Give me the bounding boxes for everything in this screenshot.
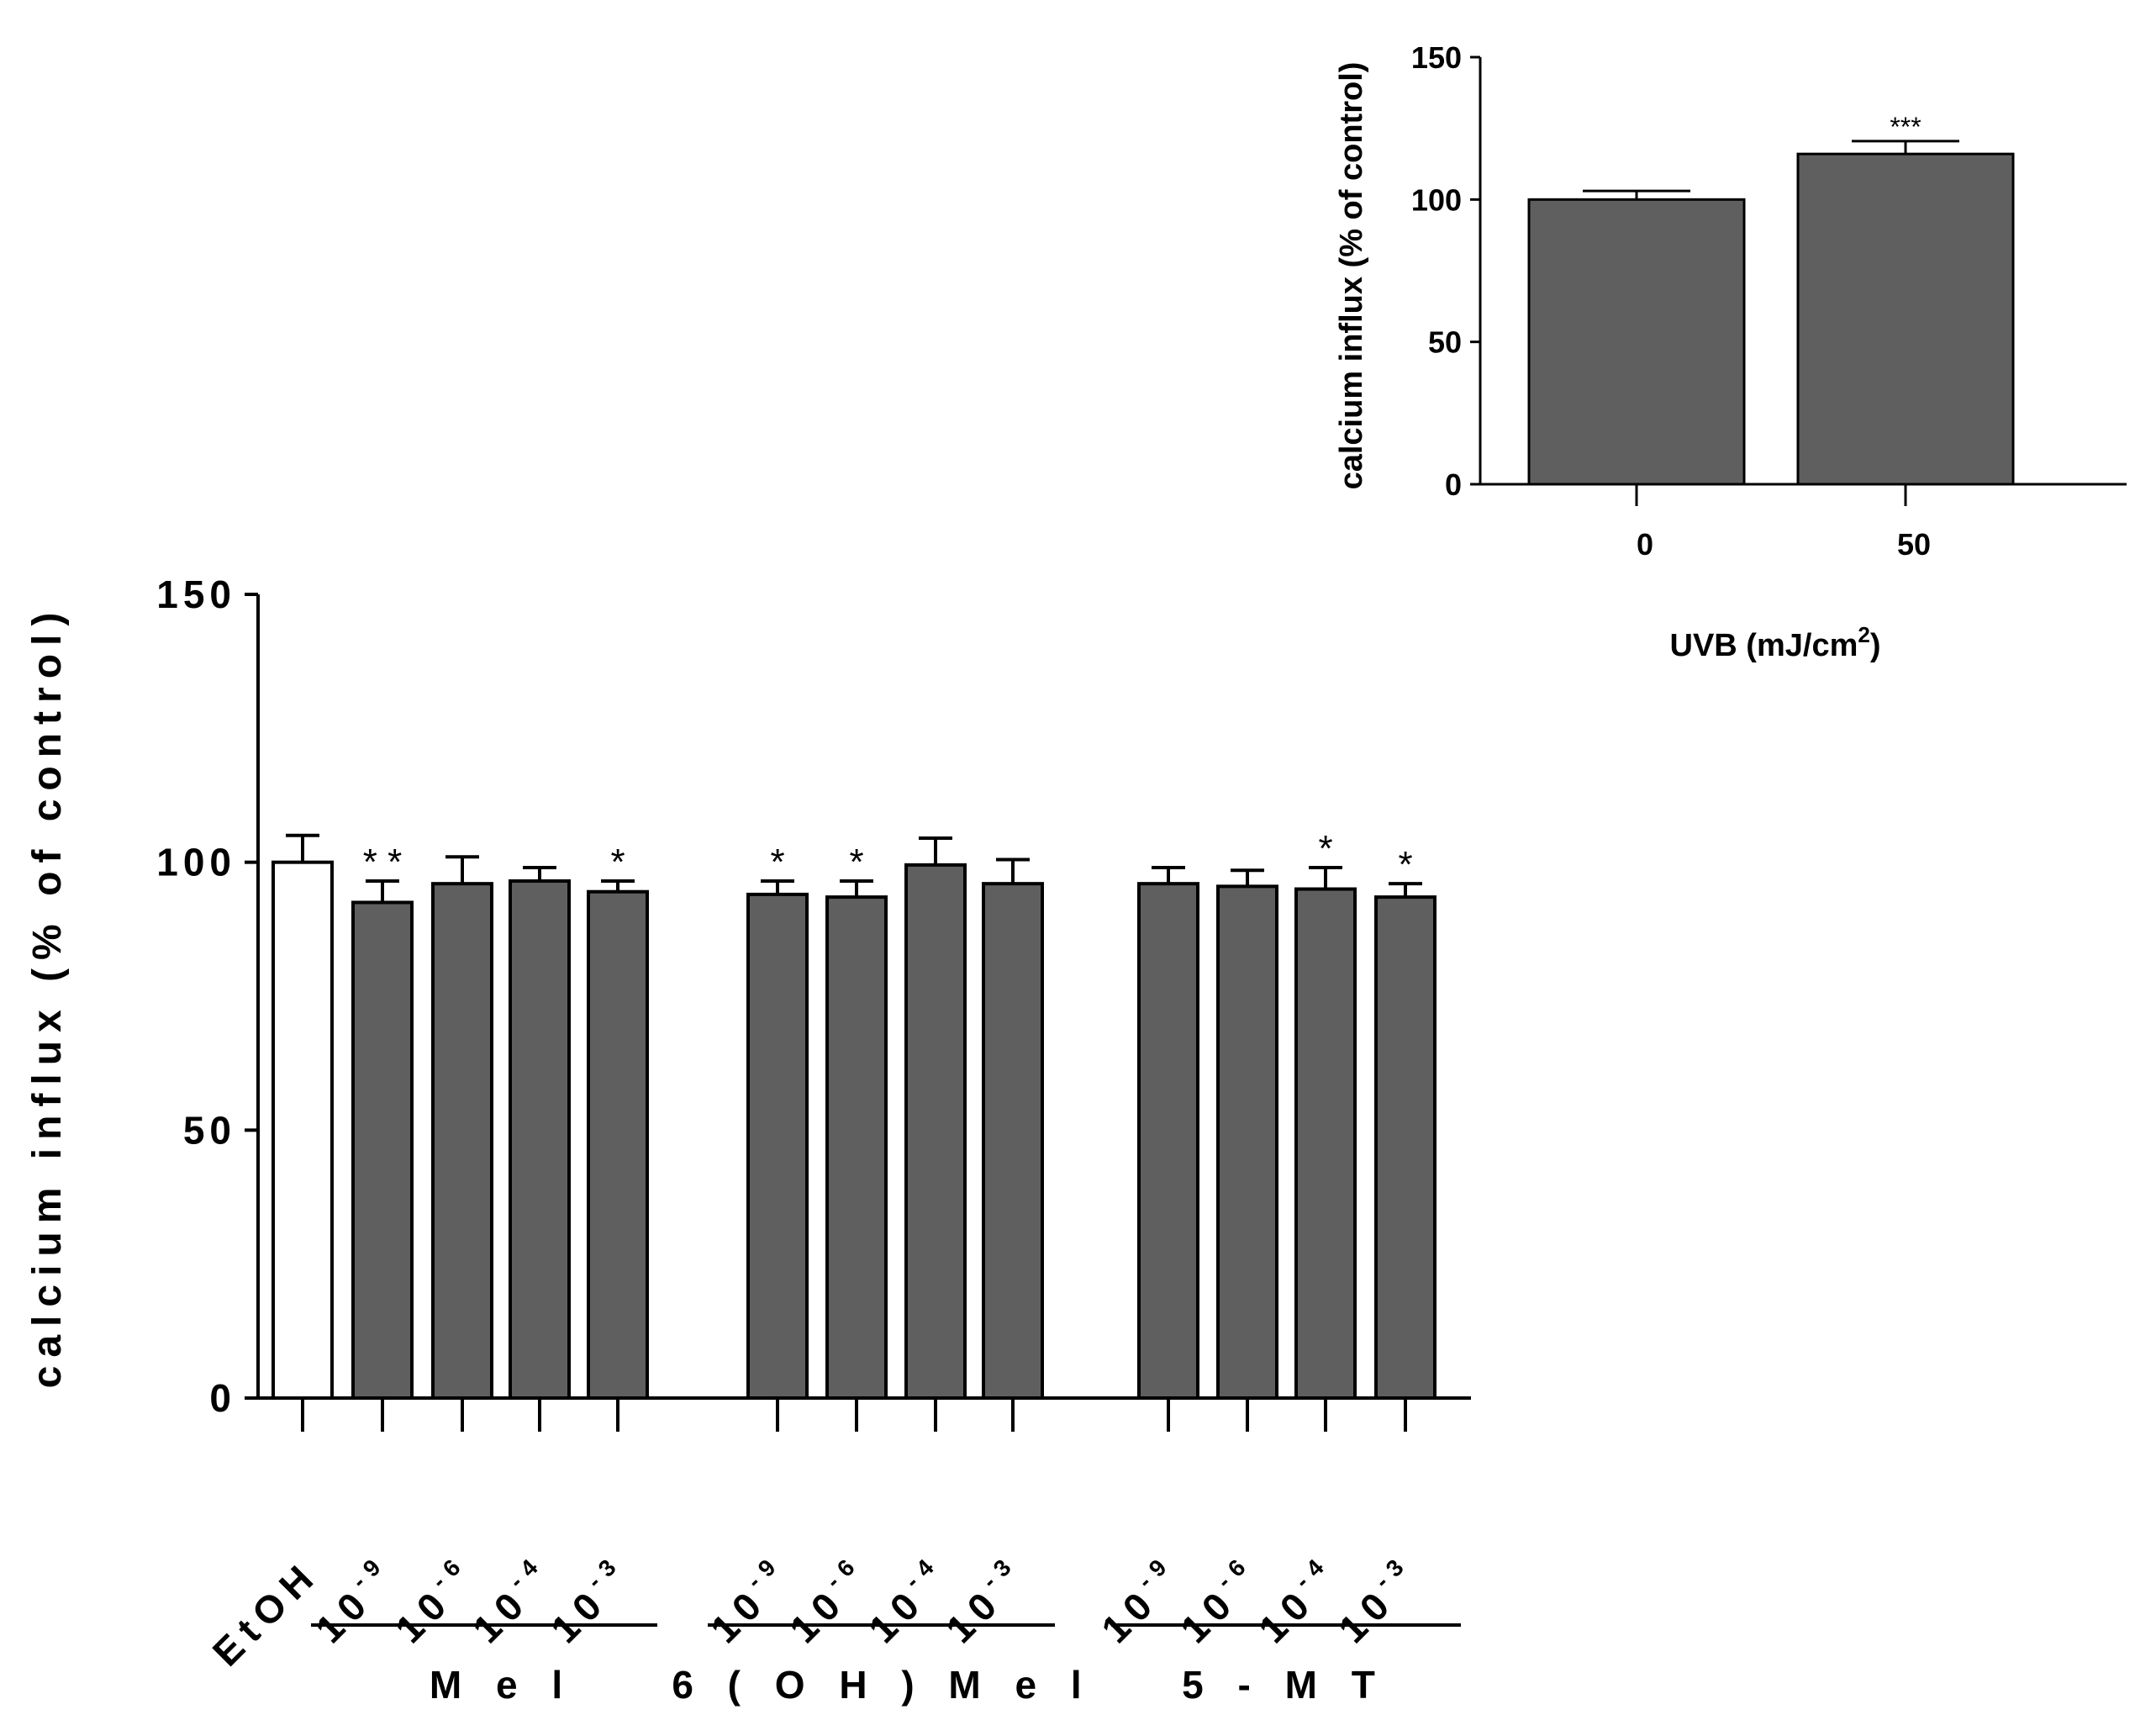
significance-marker: * (1398, 844, 1412, 885)
bar (509, 879, 571, 1401)
inset-y-tick-label: 50 (1428, 325, 1462, 360)
x-tick-label: 10-4 (1247, 1549, 1350, 1651)
bar (982, 882, 1044, 1401)
bar (1137, 882, 1199, 1401)
inset-y-tick-label: 150 (1411, 40, 1462, 75)
x-tick-label: EtOH (204, 1551, 327, 1674)
x-tick-label: 10-6 (1169, 1549, 1272, 1651)
y-tick-label: 0 (209, 1376, 236, 1420)
y-tick-label: 100 (156, 841, 236, 884)
bar (351, 900, 414, 1400)
bar (587, 889, 649, 1400)
x-tick-label: 10-4 (857, 1549, 960, 1651)
x-tick-label: 10-3 (540, 1549, 642, 1651)
inset-significance-marker: *** (1890, 112, 1921, 142)
x-tick-label: 10-3 (935, 1549, 1037, 1651)
bar (1294, 887, 1357, 1400)
x-tick-label: 10-3 (1327, 1549, 1430, 1651)
inset-y-tick-label: 100 (1411, 182, 1462, 217)
x-tick-label: 10-6 (778, 1549, 881, 1651)
inset-y-axis-label: calcium influx (% of control) (1334, 62, 1369, 490)
significance-marker: * * (363, 842, 402, 883)
y-axis-label: calcium influx (% of control) (25, 604, 70, 1389)
bar (271, 860, 334, 1400)
x-tick-label: 10-6 (384, 1549, 487, 1651)
inset-y-tick-label: 0 (1445, 467, 1462, 502)
inset-chart: 0 50 100 150 calcium influx (% of control) 0 5… (1334, 40, 2127, 663)
group-label: 6 ( O H ) M e l (672, 1663, 1093, 1707)
inset-bar (1527, 198, 1746, 486)
x-tick-label: 10-9 (699, 1549, 802, 1651)
bar (904, 863, 967, 1401)
significance-marker: * (849, 842, 863, 883)
x-tick-label: 10-9 (1090, 1549, 1193, 1651)
bar (1216, 884, 1278, 1400)
significance-marker: * (770, 842, 784, 883)
bar (431, 882, 493, 1401)
inset-x-tick-label: 50 (1897, 527, 1931, 562)
y-tick-label: 150 (156, 573, 236, 616)
bar (746, 892, 809, 1400)
bar (1374, 895, 1437, 1401)
bar (825, 895, 888, 1401)
group-label: 5 - M T (1182, 1663, 1387, 1707)
inset-x-axis-label: UVB (mJ/cm2) (1670, 622, 1881, 663)
significance-marker: * (1318, 828, 1332, 869)
inset-x-tick-label: 0 (1637, 527, 1653, 562)
inset-bar (1796, 152, 2015, 486)
y-tick-label: 50 (183, 1108, 236, 1152)
x-tick-label: 10-4 (461, 1549, 564, 1651)
x-tick-label: 10-9 (304, 1549, 407, 1651)
significance-marker: * (610, 842, 625, 883)
main-chart: 0 50 100 150 calcium influx (% of control) Et… (25, 573, 1471, 1707)
group-label: M e l (430, 1663, 574, 1707)
